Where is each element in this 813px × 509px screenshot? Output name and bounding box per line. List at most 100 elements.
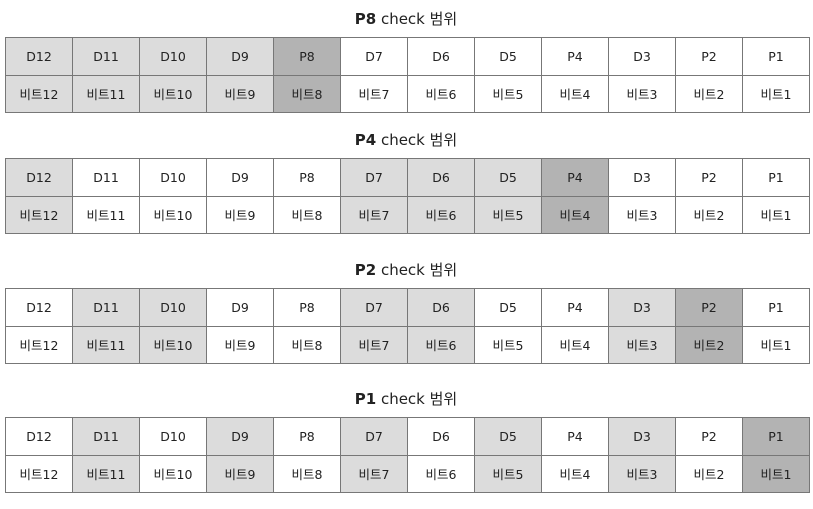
position-cell-light: D3 (608, 288, 676, 327)
bit-range-table: D12 D11 D10 D9 P8 D7 D6 D5 P4 D3 P2 P1 비트12 비트11 비트10… (5, 417, 810, 493)
position-cell-dark: P4 (541, 158, 609, 197)
bit-cell-dark: 비트8 (273, 74, 341, 113)
parity-name: P8 (354, 10, 377, 28)
bit-cell-light: 비트6 (407, 195, 475, 234)
section-title: P2 check 범위 (5, 258, 807, 282)
position-cell-light: D12 (5, 37, 73, 76)
bit-label-row: 비트12 비트11 비트10 비트9 비트8 비트7 비트6 비트5 비트4 비트3 비트2 비트1 (5, 74, 810, 113)
bit-cell-white: 비트4 (541, 325, 609, 364)
position-cell-light: D5 (474, 158, 542, 197)
bit-cell-white: 비트8 (273, 195, 341, 234)
p4-check-section: P4 check 범위 D12 D11 D10 D9 P8 D7 D6 D5 P4 D3 P2 P1 … (5, 128, 810, 236)
position-cell-white: D12 (5, 417, 73, 456)
bit-range-table: D12 D11 D10 D9 P8 D7 D6 D5 P4 D3 P2 P1 비트12 비트11 비트10… (5, 37, 810, 113)
position-cell-white: P8 (273, 288, 341, 327)
bit-cell-light: 비트9 (206, 454, 274, 493)
bit-cell-light: 비트7 (340, 454, 408, 493)
parity-name: P2 (354, 261, 377, 279)
position-cell-light: D11 (72, 417, 140, 456)
bit-cell-light: 비트9 (206, 74, 274, 113)
position-cell-white: P2 (675, 37, 743, 76)
bit-cell-white: 비트9 (206, 195, 274, 234)
bit-cell-white: 비트12 (5, 325, 73, 364)
bit-cell-white: 비트7 (340, 74, 408, 113)
bit-cell-dark: 비트2 (675, 325, 743, 364)
bit-cell-white: 비트2 (675, 74, 743, 113)
title-caption: check 범위 (380, 390, 458, 408)
position-label-row: D12 D11 D10 D9 P8 D7 D6 D5 P4 D3 P2 P1 (5, 37, 810, 76)
position-cell-white: D11 (72, 158, 140, 197)
position-cell-white: P4 (541, 37, 609, 76)
position-label-row: D12 D11 D10 D9 P8 D7 D6 D5 P4 D3 P2 P1 (5, 417, 810, 456)
p2-check-section: P2 check 범위 D12 D11 D10 D9 P8 D7 D6 D5 P4 D3 P2 P1 … (5, 258, 810, 366)
bit-cell-white: 비트8 (273, 454, 341, 493)
position-cell-light: D11 (72, 37, 140, 76)
bit-cell-light: 비트3 (608, 325, 676, 364)
bit-cell-white: 비트1 (742, 325, 810, 364)
position-cell-light: D6 (407, 288, 475, 327)
bit-cell-white: 비트11 (72, 195, 140, 234)
position-cell-white: P4 (541, 417, 609, 456)
bit-cell-white: 비트8 (273, 325, 341, 364)
bit-cell-light: 비트5 (474, 195, 542, 234)
bit-cell-white: 비트5 (474, 74, 542, 113)
position-cell-dark: P2 (675, 288, 743, 327)
bit-cell-white: 비트10 (139, 195, 207, 234)
bit-range-table: D12 D11 D10 D9 P8 D7 D6 D5 P4 D3 P2 P1 비트12 비트11 비트10… (5, 158, 810, 234)
position-cell-white: P1 (742, 288, 810, 327)
position-cell-white: D6 (407, 37, 475, 76)
position-cell-light: D5 (474, 417, 542, 456)
position-cell-white: D9 (206, 288, 274, 327)
position-cell-white: D7 (340, 37, 408, 76)
bit-cell-white: 비트3 (608, 74, 676, 113)
position-cell-white: D5 (474, 37, 542, 76)
bit-cell-white: 비트10 (139, 454, 207, 493)
position-cell-dark: P8 (273, 37, 341, 76)
parity-name: P1 (354, 390, 377, 408)
bit-label-row: 비트12 비트11 비트10 비트9 비트8 비트7 비트6 비트5 비트4 비트3 비트2 비트1 (5, 325, 810, 364)
bit-cell-light: 비트7 (340, 325, 408, 364)
bit-range-table: D12 D11 D10 D9 P8 D7 D6 D5 P4 D3 P2 P1 비트12 비트11 비트10… (5, 288, 810, 364)
title-caption: check 범위 (380, 261, 458, 279)
position-cell-light: D9 (206, 37, 274, 76)
position-label-row: D12 D11 D10 D9 P8 D7 D6 D5 P4 D3 P2 P1 (5, 158, 810, 197)
section-title: P8 check 범위 (5, 7, 807, 31)
bit-cell-white: 비트4 (541, 74, 609, 113)
position-cell-white: D3 (608, 37, 676, 76)
section-title: P1 check 범위 (5, 387, 807, 411)
title-caption: check 범위 (380, 131, 458, 149)
bit-cell-white: 비트9 (206, 325, 274, 364)
p8-check-section: P8 check 범위 D12 D11 D10 D9 P8 D7 D6 D5 P4 D3 P2 P1 … (5, 7, 810, 115)
position-cell-light: D12 (5, 158, 73, 197)
position-cell-white: D3 (608, 158, 676, 197)
position-cell-white: D5 (474, 288, 542, 327)
position-cell-white: D10 (139, 417, 207, 456)
bit-cell-white: 비트1 (742, 74, 810, 113)
bit-cell-light: 비트10 (139, 325, 207, 364)
bit-cell-light: 비트11 (72, 454, 140, 493)
section-title: P4 check 범위 (5, 128, 807, 152)
position-cell-white: D6 (407, 417, 475, 456)
position-cell-white: P8 (273, 158, 341, 197)
position-cell-light: D9 (206, 417, 274, 456)
bit-cell-light: 비트6 (407, 325, 475, 364)
position-cell-light: D11 (72, 288, 140, 327)
position-cell-light: D6 (407, 158, 475, 197)
position-cell-light: D7 (340, 288, 408, 327)
parity-name: P4 (354, 131, 377, 149)
position-cell-white: D9 (206, 158, 274, 197)
bit-cell-dark: 비트4 (541, 195, 609, 234)
position-cell-light: D3 (608, 417, 676, 456)
bit-cell-white: 비트2 (675, 454, 743, 493)
bit-cell-light: 비트12 (5, 195, 73, 234)
bit-cell-light: 비트7 (340, 195, 408, 234)
position-cell-white: D10 (139, 158, 207, 197)
position-cell-white: P1 (742, 37, 810, 76)
bit-cell-dark: 비트1 (742, 454, 810, 493)
position-cell-white: P8 (273, 417, 341, 456)
position-cell-white: P2 (675, 417, 743, 456)
bit-cell-light: 비트3 (608, 454, 676, 493)
bit-cell-white: 비트5 (474, 325, 542, 364)
bit-cell-white: 비트1 (742, 195, 810, 234)
position-cell-white: P2 (675, 158, 743, 197)
